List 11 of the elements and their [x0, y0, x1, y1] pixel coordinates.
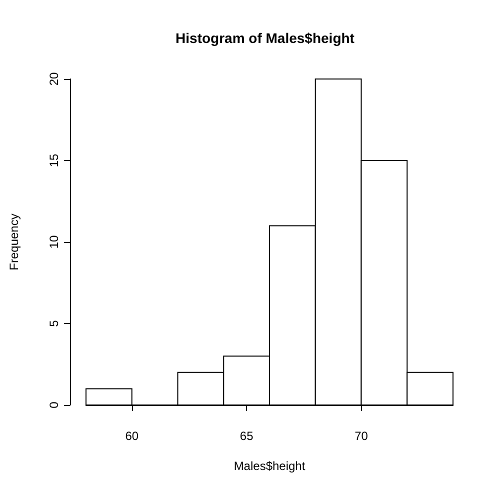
y-tick-label: 0: [47, 401, 61, 408]
x-axis-title: Males$height: [234, 459, 306, 473]
chart-title: Histogram of Males$height: [176, 30, 355, 46]
y-tick-label: 5: [47, 320, 61, 327]
x-tick-label: 60: [125, 429, 139, 443]
y-tick-label: 10: [47, 235, 61, 249]
x-tick-label: 70: [354, 429, 368, 443]
y-axis-title: Frequency: [7, 214, 21, 270]
y-tick-label: 15: [47, 154, 61, 168]
y-tick-label: 20: [47, 72, 61, 86]
x-tick-label: 65: [240, 429, 254, 443]
